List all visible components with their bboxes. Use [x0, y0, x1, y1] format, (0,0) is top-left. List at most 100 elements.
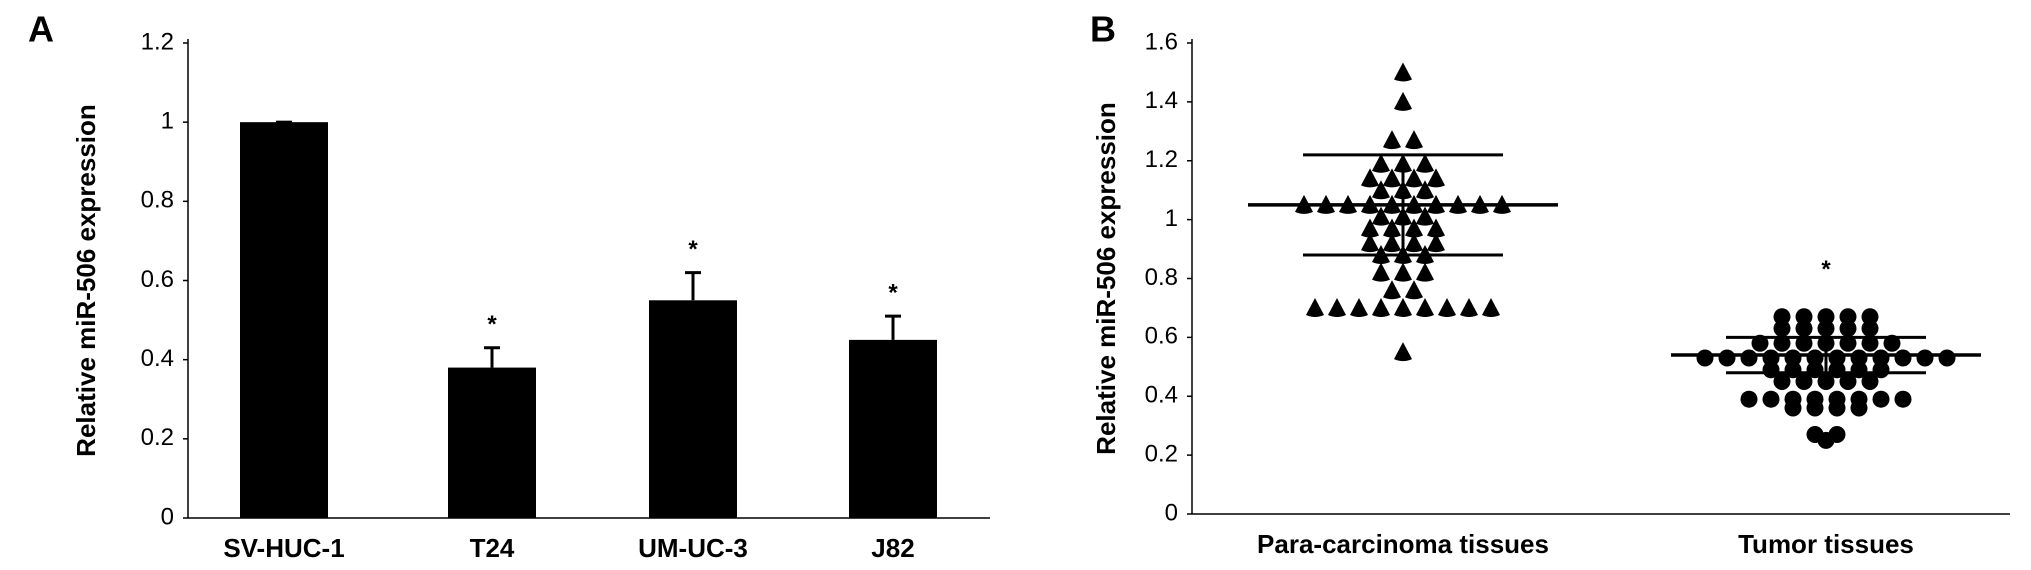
data-point: [1718, 349, 1736, 367]
bar: [849, 339, 937, 518]
data-point: [1773, 334, 1791, 352]
data-point: [1394, 262, 1412, 282]
y-axis-label: Relative miR-506 expression: [71, 104, 101, 457]
bar: [240, 122, 328, 519]
significance-mark: *: [487, 311, 497, 338]
data-point: [1751, 334, 1769, 352]
y-tick-label: 0: [161, 503, 174, 530]
data-point: [1784, 399, 1802, 417]
data-point: [1350, 297, 1368, 317]
y-tick-label: 1: [1165, 205, 1178, 232]
y-tick-label: 1.4: [1145, 87, 1178, 114]
data-point: [1383, 168, 1401, 188]
data-point: [1773, 373, 1791, 391]
data-point: [1839, 373, 1857, 391]
y-tick-label: 0.8: [141, 187, 174, 214]
data-point: [1861, 373, 1879, 391]
data-point: [1383, 218, 1401, 238]
data-point: [1427, 218, 1445, 238]
y-tick-label: 0.6: [141, 266, 174, 293]
data-point: [1372, 153, 1390, 173]
error-bar: [685, 271, 701, 301]
data-point: [1372, 206, 1390, 226]
data-point: [1861, 320, 1879, 338]
data-point: [1427, 233, 1445, 253]
data-point: [1383, 233, 1401, 253]
data-point: [1372, 262, 1390, 282]
x-tick-label: T24: [470, 533, 515, 563]
x-tick-label: SV-HUC-1: [223, 533, 344, 563]
significance-mark: *: [1821, 256, 1831, 283]
data-point: [1916, 349, 1934, 367]
data-point: [1405, 130, 1423, 150]
data-point: [1839, 334, 1857, 352]
x-tick-label: Tumor tissues: [1738, 529, 1914, 559]
bar: [649, 300, 737, 518]
data-point: [1383, 280, 1401, 300]
data-point: [1861, 308, 1879, 326]
data-point: [1328, 297, 1346, 317]
data-point: [1839, 320, 1857, 338]
data-point: [1427, 168, 1445, 188]
data-point: [1894, 349, 1912, 367]
data-point: [1460, 297, 1478, 317]
data-point: [1795, 320, 1813, 338]
bar: [448, 367, 536, 518]
data-point: [1394, 342, 1412, 362]
data-point: [1740, 390, 1758, 408]
data-point: [1361, 168, 1379, 188]
data-point: [1872, 390, 1890, 408]
data-point: [1894, 390, 1912, 408]
y-tick-label: 0.4: [1145, 382, 1178, 409]
data-point: [1817, 308, 1835, 326]
error-bar: [1303, 153, 1503, 257]
data-point: [1482, 297, 1500, 317]
significance-mark: *: [888, 279, 898, 306]
data-point: [1394, 297, 1412, 317]
data-point: [1696, 349, 1714, 367]
data-point: [1405, 168, 1423, 188]
data-point: [1850, 399, 1868, 417]
data-point: [1839, 308, 1857, 326]
significance-mark: *: [688, 236, 698, 263]
panel-label: A: [28, 9, 54, 50]
data-point: [1394, 62, 1412, 82]
data-point: [1361, 218, 1379, 238]
data-point: [1740, 349, 1758, 367]
data-point: [1394, 91, 1412, 111]
x-tick-label: Para-carcinoma tissues: [1257, 529, 1549, 559]
panel-label: B: [1090, 9, 1116, 50]
data-point: [1828, 399, 1846, 417]
data-point: [1416, 153, 1434, 173]
y-tick-label: 1.2: [1145, 146, 1178, 173]
data-point: [1383, 130, 1401, 150]
data-point: [1405, 233, 1423, 253]
data-point: [1817, 431, 1835, 449]
error-bar: [484, 346, 500, 368]
data-point: [1795, 334, 1813, 352]
data-point: [1817, 373, 1835, 391]
data-point: [1861, 334, 1879, 352]
data-point: [1372, 297, 1390, 317]
data-point: [1405, 218, 1423, 238]
data-point: [1762, 390, 1780, 408]
data-point: [1883, 334, 1901, 352]
y-tick-label: 0.2: [141, 424, 174, 451]
data-point: [1306, 297, 1324, 317]
y-tick-label: 0.6: [1145, 323, 1178, 350]
data-point: [1817, 320, 1835, 338]
data-point: [1416, 206, 1434, 226]
y-tick-label: 0: [1165, 499, 1178, 526]
y-tick-label: 1: [161, 108, 174, 135]
y-tick-label: 0.2: [1145, 440, 1178, 467]
data-point: [1372, 180, 1390, 200]
error-bar: [885, 314, 901, 340]
x-tick-label: UM-UC-3: [638, 533, 748, 563]
data-point: [1416, 262, 1434, 282]
y-tick-label: 0.4: [141, 345, 174, 372]
error-bar: [1726, 335, 1926, 375]
data-point: [1416, 180, 1434, 200]
data-point: [1806, 399, 1824, 417]
y-tick-label: 1.6: [1145, 28, 1178, 55]
